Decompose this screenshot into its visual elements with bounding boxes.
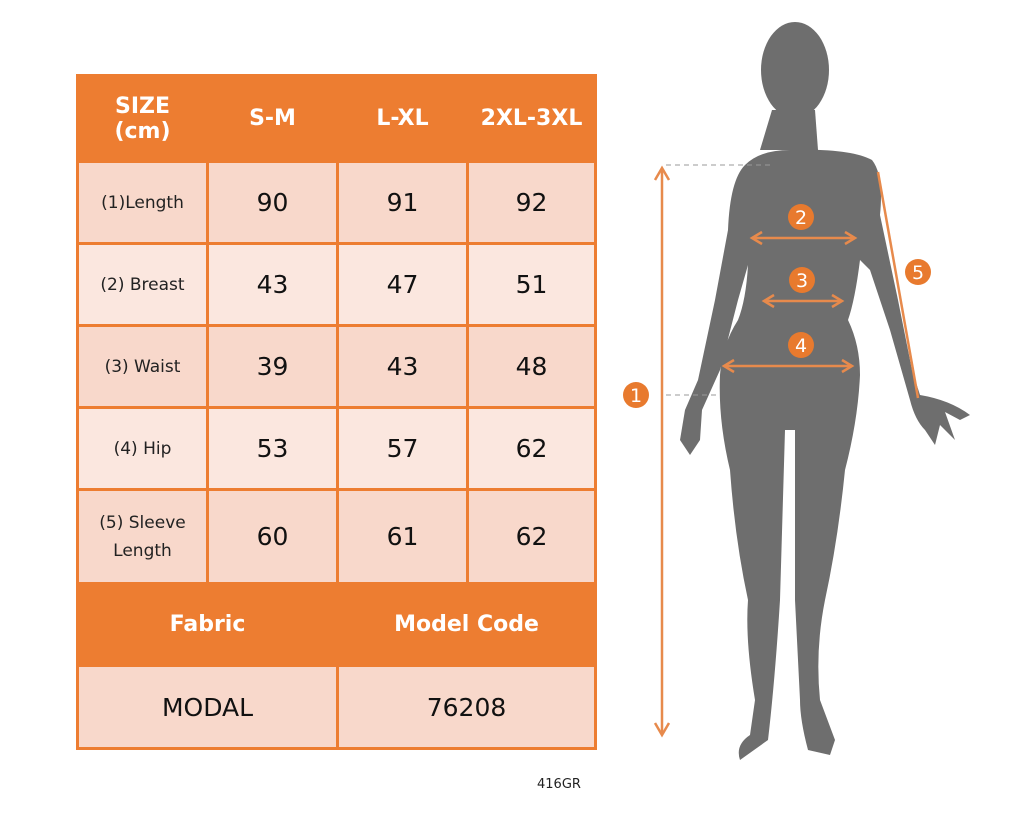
cell: 90 (206, 160, 339, 245)
fabric-value: MODAL (76, 664, 339, 750)
table-row: (2) Breast 43 47 51 (76, 242, 597, 327)
body-measurement-figure: 1 2 3 4 5 (623, 22, 970, 760)
row-label-line2: Length (113, 540, 172, 561)
cell: 51 (466, 242, 597, 327)
cell: 39 (206, 324, 339, 409)
header-size: SIZE (cm) (76, 74, 209, 163)
cell: 48 (466, 324, 597, 409)
cell: 62 (466, 488, 597, 585)
header-row: SIZE (cm) S-M L-XL 2XL-3XL (76, 74, 597, 163)
svg-text:3: 3 (796, 270, 808, 292)
cell: 53 (206, 406, 339, 491)
product-code: 416GR (537, 777, 581, 792)
info-header-row: Fabric Model Code (76, 582, 597, 667)
unit-label: (cm) (114, 118, 171, 144)
cell: 62 (466, 406, 597, 491)
svg-text:2: 2 (795, 207, 807, 229)
table-row: (3) Waist 39 43 48 (76, 324, 597, 409)
svg-text:5: 5 (912, 262, 924, 284)
cell: 91 (336, 160, 469, 245)
cell: 60 (206, 488, 339, 585)
cell: 57 (336, 406, 469, 491)
marker-2: 2 (788, 204, 814, 230)
row-label-line1: (5) Sleeve (99, 512, 186, 533)
measurement-lines (653, 164, 920, 738)
size-chart-table: SIZE (cm) S-M L-XL 2XL-3XL (1)Length 90 9… (76, 74, 597, 750)
row-label: (3) Waist (76, 324, 209, 409)
marker-4: 4 (788, 332, 814, 358)
fabric-header: Fabric (76, 582, 339, 667)
model-code-value: 76208 (336, 664, 597, 750)
row-label: (1)Length (76, 160, 209, 245)
info-value-row: MODAL 76208 (76, 664, 597, 750)
marker-1: 1 (623, 382, 649, 408)
header-2xl-3xl: 2XL-3XL (466, 74, 597, 163)
row-label: (4) Hip (76, 406, 209, 491)
cell: 43 (206, 242, 339, 327)
model-code-header: Model Code (336, 582, 597, 667)
marker-3: 3 (789, 267, 815, 293)
marker-5: 5 (905, 259, 931, 285)
header-l-xl: L-XL (336, 74, 469, 163)
cell: 47 (336, 242, 469, 327)
cell: 61 (336, 488, 469, 585)
row-label: (5) Sleeve Length (76, 488, 209, 585)
svg-text:1: 1 (630, 385, 642, 407)
row-label: (2) Breast (76, 242, 209, 327)
table-row: (4) Hip 53 57 62 (76, 406, 597, 491)
silhouette (680, 22, 970, 760)
size-label: SIZE (114, 93, 170, 119)
svg-text:4: 4 (795, 335, 807, 357)
header-s-m: S-M (206, 74, 339, 163)
cell: 92 (466, 160, 597, 245)
cell: 43 (336, 324, 469, 409)
table-row: (1)Length 90 91 92 (76, 160, 597, 245)
table-row: (5) Sleeve Length 60 61 62 (76, 488, 597, 585)
